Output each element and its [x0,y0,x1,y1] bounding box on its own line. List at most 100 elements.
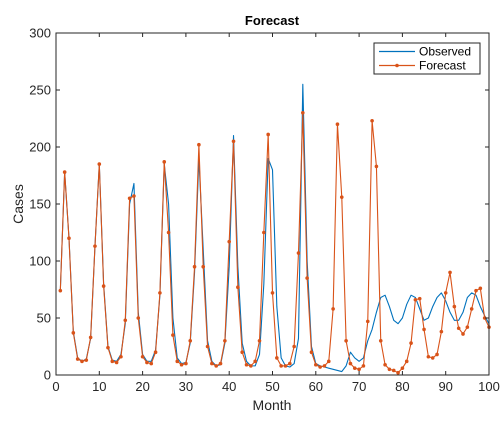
forecast-point [149,361,154,366]
forecast-point [218,361,223,366]
forecast-point [223,339,227,343]
forecast-point [365,319,370,324]
forecast-point [119,354,123,359]
forecast-point [262,230,266,235]
forecast-point [249,364,253,368]
forecast-point [266,132,270,137]
x-tick-label: 30 [179,379,193,394]
x-tick-label: 20 [135,379,149,394]
forecast-point [214,364,219,368]
x-tick-label: 100 [478,379,500,394]
forecast-point [127,196,132,201]
forecast-point [452,304,457,309]
forecast-point [244,362,249,367]
forecast-point [153,350,158,355]
forecast-point [114,360,119,365]
forecast-point [331,307,335,311]
y-tick-label: 0 [44,368,51,383]
forecast-point [179,362,184,367]
forecast-point [400,366,405,370]
forecast-point [422,327,426,332]
forecast-point [478,286,483,291]
forecast-point [188,339,193,343]
forecast-point [426,354,431,359]
forecast-point [84,358,89,362]
forecast-point [301,111,305,115]
forecast-point [413,297,418,302]
y-axis-title: Cases [10,184,26,224]
forecast-point [383,362,387,367]
forecast-point [352,366,357,370]
forecast-point [448,270,452,275]
forecast-point [257,339,262,343]
forecast-point [435,352,439,357]
forecast-point [417,296,422,301]
forecast-point [396,370,400,375]
forecast-series-line [59,112,490,374]
forecast-point [62,170,67,174]
y-tick-label: 50 [37,311,51,326]
x-tick-label: 50 [265,379,279,394]
forecast-point [309,350,314,355]
forecast-point [474,288,478,293]
forecast-point [322,364,327,368]
forecast-point [374,164,379,169]
forecast-point [391,368,396,373]
forecast-point [296,251,301,255]
forecast-point [80,359,84,364]
forecast-point [253,359,257,364]
forecast-point [75,357,80,361]
forecast-point [443,291,448,295]
forecast-point [430,356,435,360]
x-tick-label: 90 [438,379,452,394]
legend-marker-forecast [395,63,399,68]
forecast-point [184,361,188,366]
forecast-point [370,118,374,123]
forecast-point [136,316,141,320]
forecast-point [145,360,149,365]
forecast-point [326,359,331,364]
y-tick-label: 100 [29,254,51,269]
x-tick-label: 70 [352,379,366,394]
forecast-point [357,367,361,372]
forecast-point [192,264,197,269]
forecast-point [318,365,322,369]
forecast-point [166,230,171,235]
chart-title: Forecast [245,13,300,28]
forecast-point [270,291,275,295]
y-tick-label: 200 [29,140,51,155]
x-tick-label: 60 [309,379,323,394]
forecast-point [456,326,461,331]
forecast-point [210,361,214,366]
forecast-point [123,318,128,323]
forecast-point [292,344,296,349]
forecast-point [404,359,409,364]
forecast-point [71,331,76,335]
forecast-point [387,367,392,372]
forecast-point [140,354,145,359]
forecast-point [409,341,413,345]
forecast-point [58,288,63,293]
forecast-point [469,307,474,311]
forecast-point [279,364,283,368]
forecast-point [162,160,167,164]
forecast-point [240,350,244,355]
plot-area [56,33,489,375]
forecast-point [227,239,231,244]
forecast-point [305,276,309,280]
forecast-point [461,332,465,336]
forecast-point [231,139,236,144]
x-tick-label: 10 [92,379,106,394]
legend-box [373,42,481,75]
forecast-point [101,284,106,288]
y-tick-label: 150 [29,197,51,212]
forecast-point [465,325,470,329]
forecast-point [344,339,348,343]
forecast-point [335,122,340,126]
observed-series-line [59,83,490,373]
legend-label-observed: Observed [419,45,471,59]
forecast-point [339,195,344,199]
forecast-point [283,364,288,368]
forecast-point [361,364,366,368]
